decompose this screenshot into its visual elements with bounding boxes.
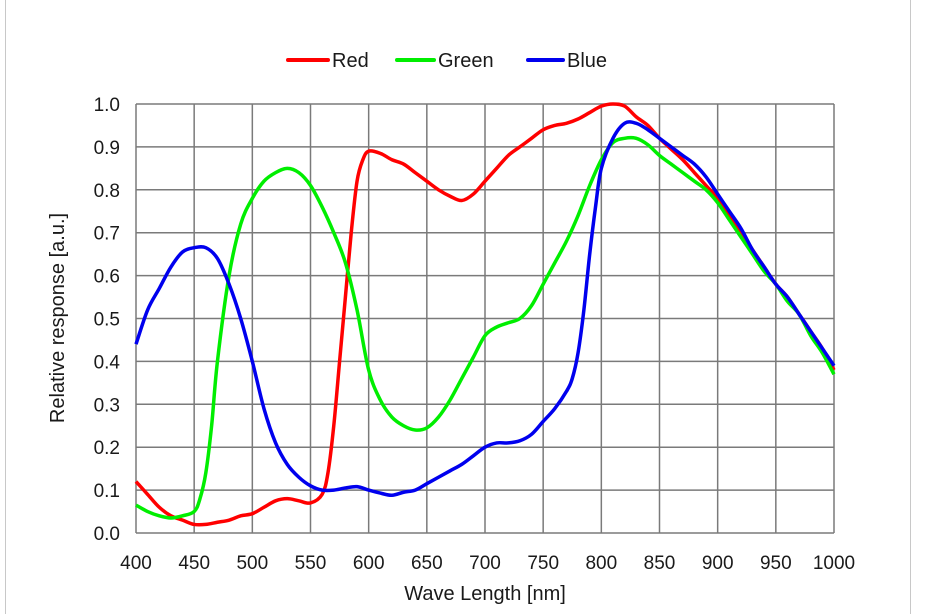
y-tick-label: 0.2 bbox=[94, 438, 120, 459]
right-frame-edge bbox=[910, 0, 911, 614]
x-tick-label: 900 bbox=[702, 553, 734, 574]
y-tick-label: 0.3 bbox=[94, 395, 120, 416]
x-tick-label: 400 bbox=[120, 553, 152, 574]
x-tick-label: 550 bbox=[295, 553, 327, 574]
grid bbox=[135, 103, 835, 534]
x-tick-label: 750 bbox=[527, 553, 559, 574]
x-tick-label: 700 bbox=[469, 553, 501, 574]
x-tick-label: 800 bbox=[585, 553, 617, 574]
x-tick-label: 600 bbox=[353, 553, 385, 574]
y-tick-label: 0.7 bbox=[94, 224, 120, 245]
legend-label: Blue bbox=[567, 50, 607, 72]
x-axis-label: Wave Length [nm] bbox=[404, 583, 566, 605]
y-axis-label: Relative response [a.u.] bbox=[47, 213, 69, 423]
legend-label: Red bbox=[332, 50, 369, 72]
y-tick-label: 0.6 bbox=[94, 267, 120, 288]
series-line-green bbox=[135, 135, 836, 520]
legend: Red Green Blue bbox=[286, 50, 607, 72]
x-tick-labels: 400 450 500 550 600 650 700 750 800 850 900 950 1000 bbox=[120, 553, 855, 574]
series-lines bbox=[134, 102, 836, 527]
y-tick-label: 0.8 bbox=[94, 181, 120, 202]
y-tick-label: 0.5 bbox=[94, 310, 120, 331]
x-tick-label: 500 bbox=[236, 553, 268, 574]
y-tick-label: 0.0 bbox=[94, 524, 120, 545]
legend-item-green: Green bbox=[395, 50, 494, 72]
y-tick-label: 0.4 bbox=[94, 352, 121, 373]
x-tick-label: 1000 bbox=[813, 553, 855, 574]
x-tick-label: 450 bbox=[178, 553, 210, 574]
x-tick-label: 650 bbox=[411, 553, 443, 574]
series-line-red bbox=[134, 102, 836, 527]
y-tick-labels: 0.0 0.1 0.2 0.3 0.4 0.5 0.6 0.7 0.8 0.9 1.0 bbox=[94, 95, 121, 545]
legend-item-red: Red bbox=[286, 50, 369, 72]
x-tick-label: 950 bbox=[760, 553, 792, 574]
y-tick-label: 0.9 bbox=[94, 138, 120, 159]
series-line-blue bbox=[134, 120, 836, 497]
legend-item-blue: Blue bbox=[526, 50, 607, 72]
left-frame-edge bbox=[5, 0, 6, 614]
legend-label: Green bbox=[438, 50, 494, 72]
x-tick-label: 850 bbox=[644, 553, 676, 574]
y-tick-label: 1.0 bbox=[94, 95, 120, 116]
y-tick-label: 0.1 bbox=[94, 481, 120, 502]
